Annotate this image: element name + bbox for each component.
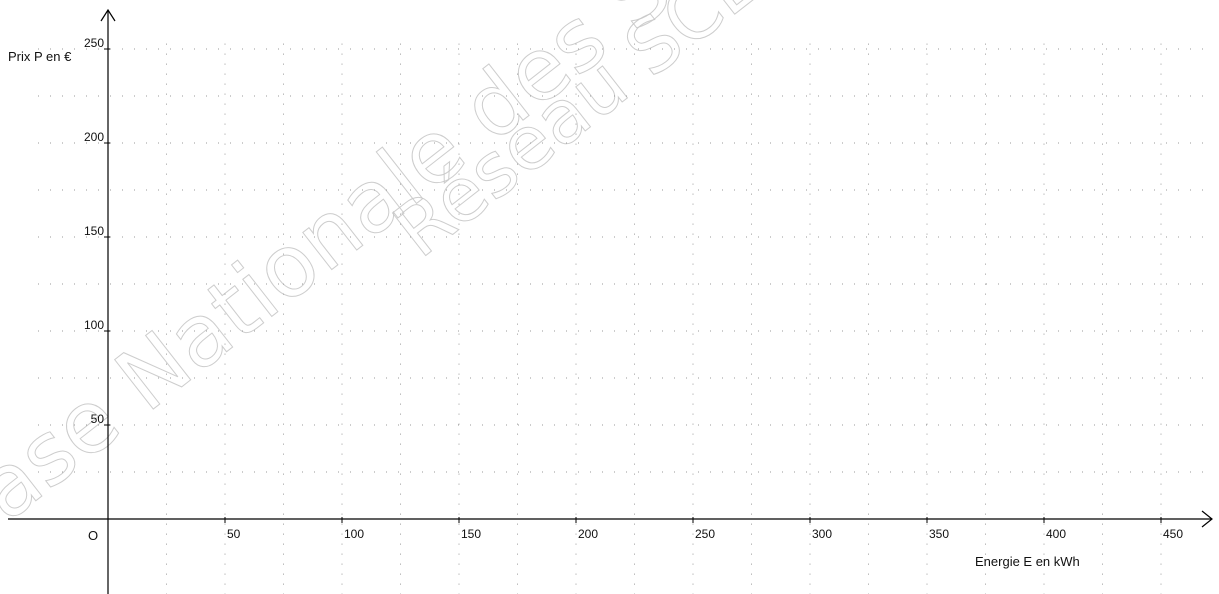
x-axis-title: Energie E en kWh — [975, 554, 1080, 569]
x-tick-label: 50 — [227, 527, 241, 541]
x-tick-label: 200 — [578, 527, 598, 541]
x-tick-label: 100 — [344, 527, 364, 541]
y-axis-title: Prix P en € — [8, 49, 72, 64]
watermark: Base Nationale des Sujets d'Examens Rése… — [0, 0, 1219, 577]
y-tick-label: 150 — [84, 224, 104, 238]
y-tick-label: 250 — [84, 36, 104, 50]
x-tick-label: 150 — [461, 527, 481, 541]
x-axis-arrow — [1201, 510, 1213, 528]
x-tick-label: 250 — [695, 527, 715, 541]
tick-labels: 50 100 150 200 250 300 350 400 450 50 100 150 200 250 — [84, 36, 1183, 541]
x-tick-label: 350 — [929, 527, 949, 541]
x-tick-label: 450 — [1163, 527, 1183, 541]
origin-label: O — [88, 528, 98, 543]
axes — [8, 8, 1213, 594]
y-axis-arrow — [100, 8, 116, 22]
x-tick-label: 300 — [812, 527, 832, 541]
tick-marks — [104, 48, 1162, 523]
x-tick-label: 400 — [1046, 527, 1066, 541]
y-tick-label: 200 — [84, 130, 104, 144]
y-tick-label: 100 — [84, 318, 104, 332]
y-tick-label: 50 — [91, 412, 105, 426]
